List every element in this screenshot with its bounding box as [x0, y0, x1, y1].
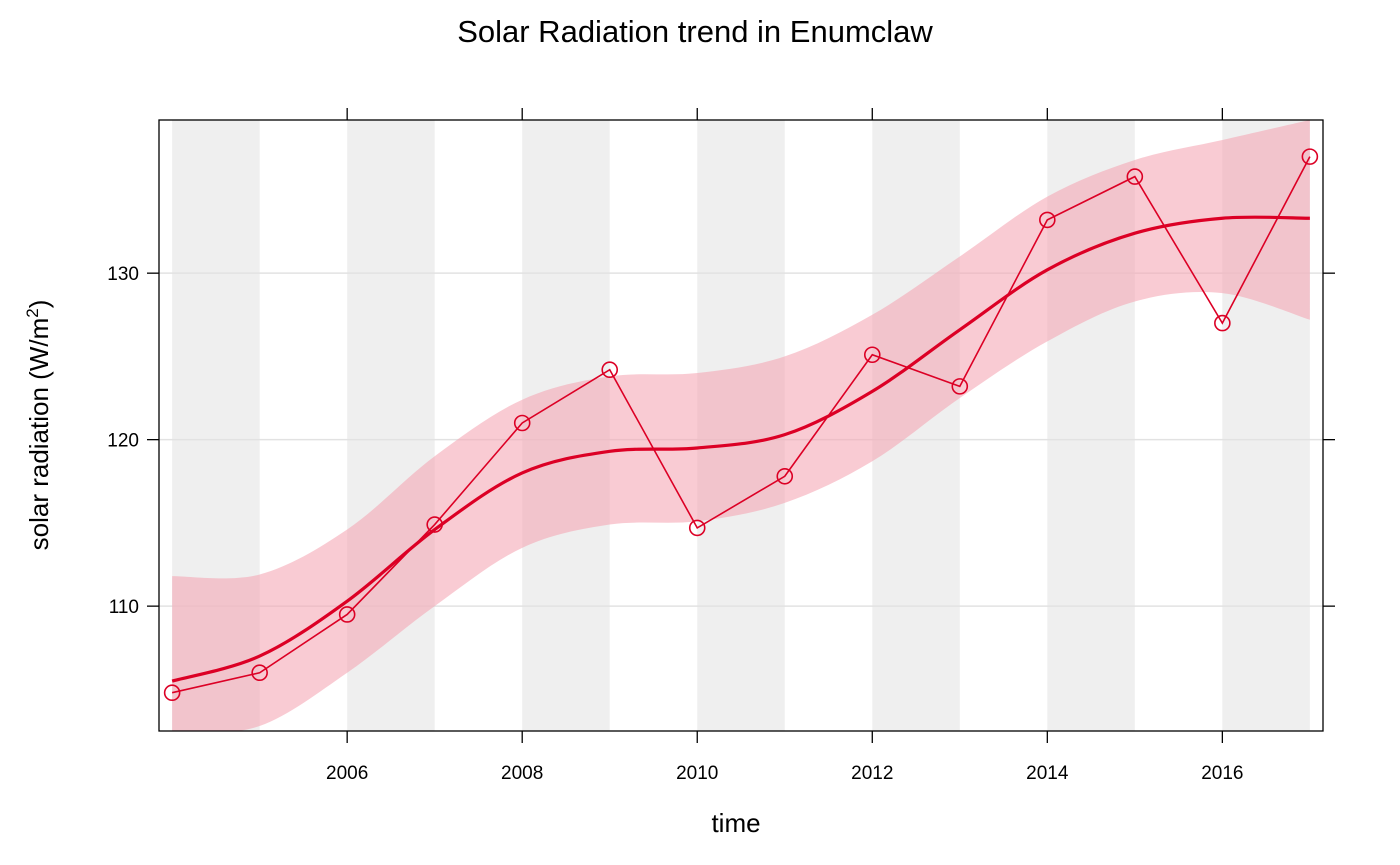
observed-point-2008: [513, 414, 531, 432]
observed-line: [171, 156, 1311, 694]
x-tick-label-2012: 2012: [851, 763, 893, 784]
observed-point-2016: [1214, 314, 1231, 332]
confidence-band-area: [172, 120, 1310, 731]
x-tick-label-2016: 2016: [1201, 763, 1243, 784]
observed-point-2010: [688, 519, 706, 537]
x-tick-label-2014: 2014: [1026, 763, 1069, 784]
observed-point-2012: [863, 346, 881, 364]
observed-point-2013: [951, 378, 969, 395]
observed-point-2006: [338, 606, 356, 623]
x-axis-label: time: [711, 808, 760, 838]
trend-line: [171, 215, 1310, 683]
x-tick-label-2006: 2006: [326, 763, 368, 784]
observed-point-2015: [1126, 168, 1144, 185]
observed-point-2007: [426, 516, 443, 533]
observed-point-2009: [601, 361, 619, 379]
observed-point-2011: [776, 467, 794, 485]
y-tick-label-130: 130: [107, 264, 139, 285]
y-axis-label-superscript: 2: [23, 308, 42, 317]
y-tick-label-110: 110: [109, 597, 139, 618]
observed-point-2004: [163, 684, 181, 702]
y-axis-label-close: ): [24, 300, 54, 309]
plot-frame: [158, 119, 1324, 732]
y-axis-ticks: 110 120 130: [107, 264, 1335, 618]
trend-line-group: [171, 215, 1310, 683]
observed-point-2014: [1039, 211, 1056, 229]
y-tick-label-120: 120: [107, 431, 139, 452]
x-axis-ticks: 2006 2008 2010 2012 2014 2016: [326, 108, 1243, 784]
y-axis-label: solar radiation (W/m2): [23, 300, 54, 551]
chart-title: Solar Radiation trend in Enumclaw: [457, 14, 933, 49]
observed-series-group: [163, 148, 1319, 702]
y-axis-label-main: solar radiation (W/m: [24, 318, 54, 551]
observed-point-2005: [251, 664, 268, 682]
x-tick-label-2008: 2008: [501, 763, 543, 784]
confidence-band: [172, 120, 1310, 731]
x-tick-label-2010: 2010: [676, 763, 718, 784]
observed-point-2017: [1301, 148, 1319, 165]
